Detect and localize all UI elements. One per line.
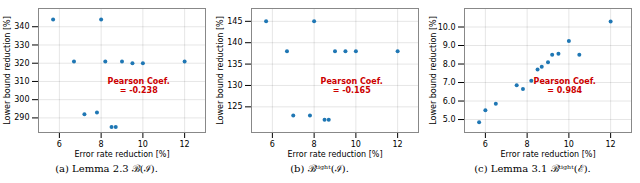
svg-text:Lower bound reduction [%]: Lower bound reduction [%] bbox=[429, 16, 438, 125]
svg-text:Pearson Coef.= -0.165: Pearson Coef.= -0.165 bbox=[321, 77, 383, 95]
svg-text:130: 130 bbox=[227, 81, 242, 90]
svg-text:125: 125 bbox=[227, 102, 242, 111]
svg-text:5.0: 5.0 bbox=[443, 115, 456, 124]
svg-text:8: 8 bbox=[312, 140, 317, 149]
svg-text:145: 145 bbox=[227, 17, 242, 26]
svg-text:10: 10 bbox=[138, 140, 148, 149]
svg-text:Lower bound reduction [%]: Lower bound reduction [%] bbox=[216, 16, 225, 125]
svg-text:8: 8 bbox=[525, 140, 530, 149]
svg-text:Error rate reduction [%]: Error rate reduction [%] bbox=[74, 150, 169, 159]
html-text:(c) Lemma 3.1 ℬᵗⁱᵍʰᵗ(ℰ).: (c) Lemma 3.1 ℬᵗⁱᵍʰᵗ(ℰ). bbox=[474, 163, 591, 174]
html-text:(a) Lemma 2.3 ℬ(ℐ).: (a) Lemma 2.3 ℬ(ℐ). bbox=[55, 163, 158, 174]
svg-text:300: 300 bbox=[14, 95, 29, 104]
svg-text:6: 6 bbox=[483, 140, 488, 149]
svg-text:Pearson Coef.= -0.238: Pearson Coef.= -0.238 bbox=[108, 77, 170, 95]
svg-text:12: 12 bbox=[606, 140, 616, 149]
svg-text:6: 6 bbox=[57, 140, 62, 149]
svg-text:12: 12 bbox=[180, 140, 190, 149]
svg-text:140: 140 bbox=[227, 38, 242, 47]
svg-text:8.0: 8.0 bbox=[443, 60, 456, 69]
svg-text:135: 135 bbox=[227, 60, 242, 69]
svg-text:8: 8 bbox=[99, 140, 104, 149]
svg-text:10.0: 10.0 bbox=[438, 23, 456, 32]
svg-text:320: 320 bbox=[14, 59, 29, 68]
svg-text:6: 6 bbox=[270, 140, 275, 149]
svg-text:Error rate reduction [%]: Error rate reduction [%] bbox=[500, 150, 595, 159]
svg-text:Lower bound reduction [%]: Lower bound reduction [%] bbox=[3, 16, 12, 125]
svg-text:340: 340 bbox=[14, 22, 29, 31]
svg-text:310: 310 bbox=[14, 77, 29, 86]
svg-text:6.0: 6.0 bbox=[443, 97, 456, 106]
svg-text:7.0: 7.0 bbox=[443, 78, 456, 87]
svg-text:10: 10 bbox=[351, 140, 361, 149]
svg-text:330: 330 bbox=[14, 41, 29, 50]
svg-text:Error rate reduction [%]: Error rate reduction [%] bbox=[287, 150, 382, 159]
svg-text:10: 10 bbox=[564, 140, 574, 149]
svg-text:12: 12 bbox=[393, 140, 403, 149]
svg-text:Pearson Coef.= 0.984: Pearson Coef.= 0.984 bbox=[534, 77, 596, 95]
svg-text:9.0: 9.0 bbox=[443, 41, 456, 50]
html-text:(b) ℬᵗⁱᵍʰᵗ(ℐ).: (b) ℬᵗⁱᵍʰᵗ(ℐ). bbox=[290, 163, 349, 174]
svg-text:290: 290 bbox=[14, 113, 29, 122]
